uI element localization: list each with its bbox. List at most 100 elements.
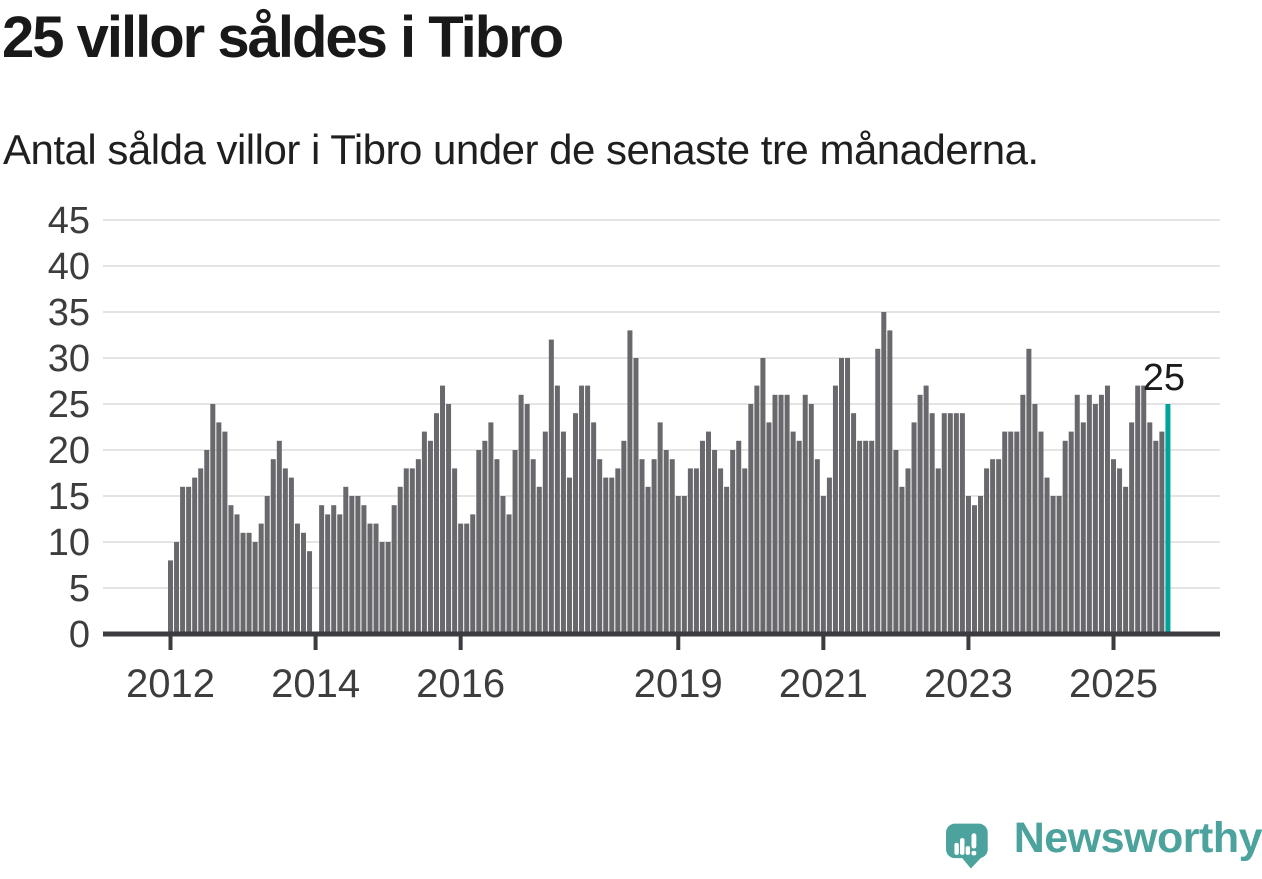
y-axis-tick-label: 15 (48, 476, 90, 518)
bar (681, 496, 687, 634)
bar (452, 468, 458, 634)
bar (464, 523, 470, 634)
bar (730, 450, 736, 634)
bar (712, 450, 718, 634)
bar (911, 422, 917, 634)
bar (887, 330, 893, 634)
bar (548, 339, 554, 634)
x-axis-tick (458, 636, 463, 650)
bar (699, 440, 705, 634)
bar (1086, 394, 1092, 634)
bar (687, 468, 693, 634)
bar (1104, 385, 1110, 634)
logo-bar-2 (960, 838, 965, 855)
bar (893, 450, 899, 634)
bar (542, 431, 548, 634)
x-axis-tick (168, 636, 173, 650)
bar (706, 431, 712, 634)
latest-value-label: 25 (1143, 357, 1185, 399)
chart-title: 25 villor såldes i Tibro (2, 5, 564, 70)
bar (796, 440, 802, 634)
bar (403, 468, 409, 634)
logo-bubble-tail (958, 854, 985, 869)
bar (718, 468, 724, 634)
bar (307, 551, 313, 634)
logo-exclamation-bar (971, 833, 977, 849)
bar (760, 358, 766, 634)
y-axis-tick-label: 20 (48, 430, 90, 472)
bar (875, 348, 881, 634)
bar (409, 468, 415, 634)
chart-subtitle: Antal sålda villor i Tibro under de sena… (3, 126, 1039, 173)
highlight-bar (1165, 404, 1171, 634)
bar (1014, 431, 1020, 634)
bar (331, 505, 337, 634)
bar (246, 532, 252, 634)
bar (180, 486, 186, 634)
bar (1092, 404, 1098, 634)
bar (754, 385, 760, 634)
bar (391, 505, 397, 634)
bar (446, 404, 452, 634)
bar (947, 413, 953, 634)
bar (929, 413, 935, 634)
bar (252, 542, 258, 634)
bar (1129, 422, 1135, 634)
bar (675, 496, 681, 634)
bar (294, 523, 300, 634)
bar (615, 468, 621, 634)
bar (415, 459, 421, 634)
bar (228, 505, 234, 634)
bar (192, 477, 198, 634)
bar (990, 459, 996, 634)
bar (1008, 431, 1014, 634)
bar (1123, 486, 1129, 634)
bar (923, 385, 929, 634)
bar (585, 385, 591, 634)
bar (325, 514, 331, 634)
y-axis-tick-label: 40 (48, 246, 90, 288)
x-axis-tick (1111, 636, 1116, 650)
bar (633, 358, 639, 634)
bar (319, 505, 325, 634)
bar (385, 542, 391, 634)
bar (216, 422, 222, 634)
bar (1141, 385, 1147, 634)
bar (506, 514, 512, 634)
x-axis-tick (676, 636, 681, 650)
bar (1068, 431, 1074, 634)
bar (826, 477, 832, 634)
bar (276, 440, 282, 634)
y-axis-tick-label: 25 (48, 384, 90, 426)
bar (621, 440, 627, 634)
bar (518, 394, 524, 634)
bar (724, 486, 730, 634)
bar (857, 440, 863, 634)
bar (494, 459, 500, 634)
bar (488, 422, 494, 634)
bar (591, 422, 597, 634)
bar (1135, 385, 1141, 634)
bar (300, 532, 306, 634)
bar (536, 486, 542, 634)
bar (186, 486, 192, 634)
bar (1056, 496, 1062, 634)
bar (421, 431, 427, 634)
bar (440, 385, 446, 634)
bar (953, 413, 959, 634)
y-axis-tick-label: 45 (48, 200, 90, 242)
bar (984, 468, 990, 634)
bar (343, 486, 349, 634)
bar (337, 514, 343, 634)
bar (742, 468, 748, 634)
bar (603, 477, 609, 634)
bar (917, 394, 923, 634)
bar (978, 496, 984, 634)
bar (573, 413, 579, 634)
bar (1074, 394, 1080, 634)
bar (639, 459, 645, 634)
bar (470, 514, 476, 634)
bar (198, 468, 204, 634)
bar (355, 496, 361, 634)
